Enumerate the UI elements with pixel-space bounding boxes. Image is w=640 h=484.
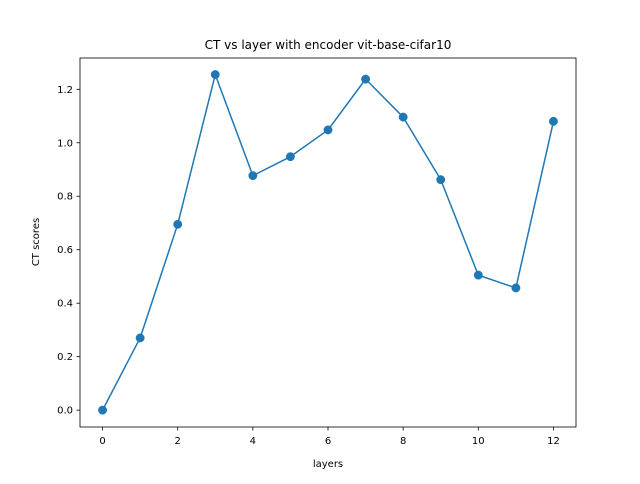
x-tick-label: 6 [325,436,331,447]
data-point [436,175,446,185]
data-point [323,125,333,135]
y-axis-title: CT scores [31,218,42,266]
series-layer [98,70,558,415]
data-point [210,70,220,80]
x-axis-title: layers [313,459,343,470]
y-tick-label: 0.2 [57,352,73,363]
data-point [135,333,145,343]
data-point [473,270,483,280]
y-axis: 0.0 0.2 0.4 0.6 0.8 1.0 1.2 [57,85,80,417]
x-tick-label: 4 [250,436,256,447]
data-point [398,112,408,122]
data-point [511,283,521,293]
y-tick-label: 0.0 [57,406,73,417]
y-tick-label: 1.0 [57,138,73,149]
plot-area [80,58,576,427]
data-point [285,152,295,162]
x-tick-label: 8 [400,436,406,447]
data-point [248,171,258,181]
y-tick-label: 0.8 [57,192,73,203]
x-tick-label: 10 [472,436,485,447]
plot-background [80,58,576,427]
y-tick-label: 1.2 [57,85,73,96]
y-tick-label: 0.4 [57,299,73,310]
y-tick-label: 0.6 [57,245,73,256]
data-point [361,74,371,84]
data-point [173,219,183,229]
data-point [549,116,558,126]
data-point [98,405,108,415]
x-axis: 0 2 4 6 8 10 12 [99,427,560,447]
chart-title: CT vs layer with encoder vit-base-cifar1… [205,38,452,52]
x-tick-label: 12 [547,436,560,447]
plot-frame [79,57,577,428]
x-tick-label: 0 [99,436,105,447]
x-tick-label: 2 [175,436,181,447]
